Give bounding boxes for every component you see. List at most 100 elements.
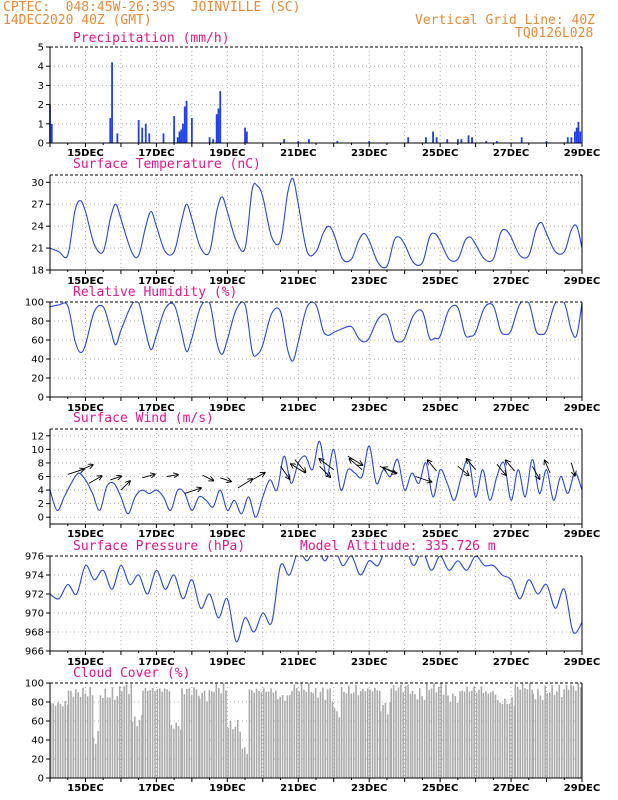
cloud-bar bbox=[333, 708, 336, 778]
x-tick-label: 21DEC bbox=[280, 529, 316, 540]
cloud-bar bbox=[459, 691, 461, 778]
cloud-bar bbox=[251, 690, 253, 778]
wind-arrow bbox=[531, 466, 539, 479]
cloud-bar bbox=[548, 692, 551, 778]
x-tick-label: 19DEC bbox=[209, 276, 245, 287]
cloud-bar bbox=[234, 726, 237, 778]
y-tick-label: 8 bbox=[38, 458, 44, 469]
wind-arrow bbox=[350, 459, 363, 471]
cloud-bar bbox=[517, 686, 519, 778]
plot-area bbox=[50, 302, 582, 397]
cloud-bar bbox=[270, 688, 272, 778]
wind-arrow bbox=[120, 481, 130, 491]
precip-bar bbox=[575, 127, 578, 143]
plot-area bbox=[50, 175, 582, 270]
wind-arrow bbox=[496, 463, 506, 475]
pressure-panel: 966 968 970 972 974 976 15DEC 17DEC 19DEC 21DEC 23… bbox=[25, 539, 600, 668]
plot-area bbox=[50, 556, 582, 651]
cloud-bar bbox=[272, 692, 275, 778]
y-tick-label: 0 bbox=[38, 513, 44, 524]
wind-arrow bbox=[220, 477, 231, 482]
precip-bar bbox=[545, 141, 548, 143]
precip-bar bbox=[471, 137, 473, 143]
cloud-bar bbox=[531, 689, 534, 778]
cloud-bar bbox=[340, 687, 343, 778]
cloud-bar bbox=[402, 692, 405, 778]
precip-bar bbox=[460, 139, 463, 143]
cloud-bar bbox=[382, 705, 384, 778]
y-tick-label: 2 bbox=[38, 100, 44, 111]
cloud-bar bbox=[293, 684, 296, 778]
cloud-bar bbox=[170, 725, 173, 778]
cloud-bar bbox=[567, 689, 570, 778]
cloud-bar bbox=[180, 729, 182, 778]
cloud-bar bbox=[475, 692, 478, 778]
precip-bar bbox=[283, 139, 285, 143]
y-tick-label: 18 bbox=[31, 266, 44, 277]
x-tick-label: 27DEC bbox=[493, 657, 529, 668]
series-line bbox=[50, 302, 582, 362]
precip-bar bbox=[137, 119, 140, 143]
cloud-bar bbox=[159, 688, 161, 778]
cloud-bar bbox=[329, 688, 331, 778]
cloud-bar bbox=[125, 684, 128, 778]
cloud-bar bbox=[348, 685, 350, 778]
cloud-bar bbox=[577, 683, 580, 778]
y-tick-label: 21 bbox=[31, 244, 44, 255]
precip-bar bbox=[215, 114, 218, 143]
cloud-bar bbox=[314, 687, 317, 778]
x-tick-label: 29DEC bbox=[564, 148, 600, 159]
cloud-bar bbox=[190, 695, 193, 778]
precip-bar bbox=[308, 139, 310, 143]
panel-title: Surface Wind (m/s) bbox=[73, 411, 214, 426]
cloud-bar bbox=[371, 691, 374, 778]
y-tick-label: 24 bbox=[31, 222, 44, 233]
cloud-bar bbox=[565, 684, 568, 778]
cloud-bar bbox=[82, 687, 84, 778]
wind-arrow bbox=[202, 474, 214, 480]
cloud-bar bbox=[163, 688, 166, 778]
wind-arrow bbox=[545, 461, 551, 474]
cloud-bar bbox=[198, 698, 201, 778]
cloud-bar bbox=[99, 695, 102, 778]
cloud-bar bbox=[241, 748, 244, 778]
cloud-bar bbox=[208, 690, 211, 778]
cloud-bar bbox=[312, 693, 315, 778]
cloud-bar bbox=[572, 685, 575, 778]
cloud-cover-panel: 0 20 40 60 80 100 15DEC 17DEC 19DEC 21DEC 23DEC 25D… bbox=[25, 666, 600, 794]
precip-bar bbox=[577, 121, 580, 143]
x-tick-label: 15DEC bbox=[67, 529, 103, 540]
precip-bar bbox=[116, 133, 119, 143]
cloud-bar bbox=[59, 703, 62, 778]
precip-bar bbox=[456, 139, 459, 143]
cloud-bar bbox=[166, 689, 168, 778]
x-tick-label: 17DEC bbox=[138, 657, 174, 668]
cloud-bar bbox=[298, 691, 300, 778]
wind-arrow bbox=[428, 460, 437, 472]
y-tick-label: 80 bbox=[31, 317, 44, 328]
cloud-bar bbox=[70, 690, 72, 778]
cloud-bar bbox=[485, 691, 487, 778]
cloud-bar bbox=[430, 688, 433, 778]
cloud-bar bbox=[210, 691, 213, 778]
cloud-bar bbox=[84, 693, 87, 778]
cloud-bar bbox=[54, 705, 57, 778]
cloud-bar bbox=[324, 699, 327, 778]
precip-bar bbox=[446, 139, 449, 143]
wind-panel: 0 2 4 6 8 10 12 15DEC 17DEC 19DEC 21DEC 23DEC 25DEC 2… bbox=[31, 411, 600, 540]
precip-bar bbox=[217, 108, 220, 143]
cloud-bar bbox=[89, 686, 91, 778]
precip-bar bbox=[432, 131, 434, 143]
cloud-bar bbox=[215, 683, 218, 778]
x-tick-label: 15DEC bbox=[67, 783, 103, 794]
cloud-bar bbox=[106, 697, 109, 778]
panel-title: Relative Humidity (%) bbox=[73, 285, 237, 300]
cloud-bar bbox=[239, 731, 241, 778]
cloud-bar bbox=[279, 696, 281, 778]
y-tick-label: 1 bbox=[38, 119, 44, 130]
cloud-bar bbox=[563, 689, 565, 778]
cloud-bar bbox=[64, 700, 66, 778]
x-tick-label: 17DEC bbox=[138, 403, 174, 414]
precip-bar bbox=[50, 123, 53, 143]
